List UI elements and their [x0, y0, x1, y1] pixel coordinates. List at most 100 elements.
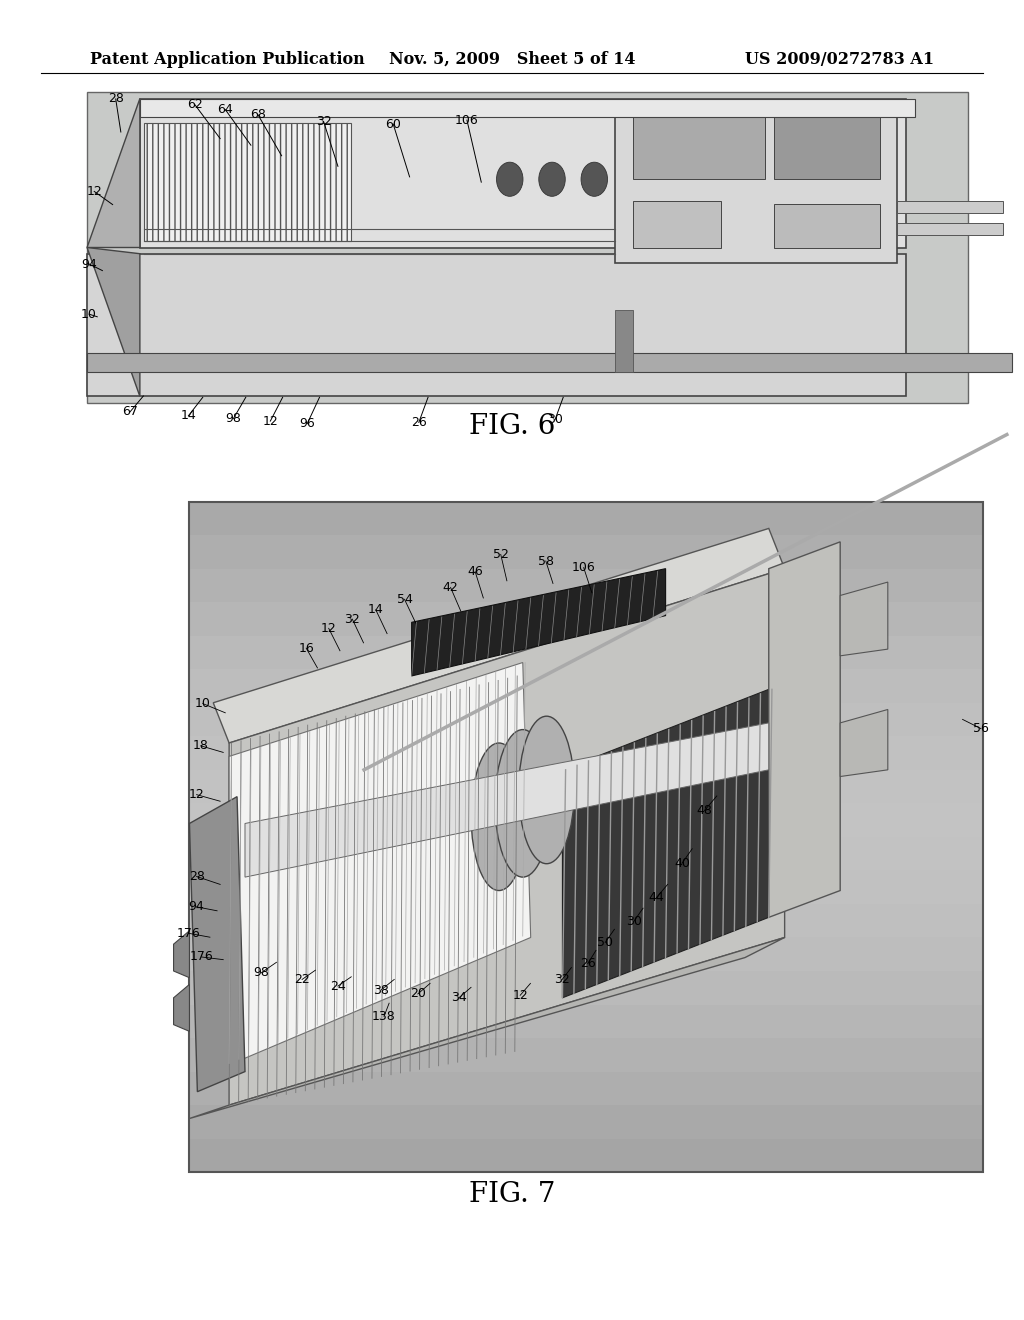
Bar [615, 310, 633, 372]
Text: 38: 38 [373, 983, 389, 997]
Polygon shape [87, 99, 140, 248]
Text: 14: 14 [180, 409, 197, 422]
Bar [189, 535, 983, 569]
Bar [633, 117, 765, 180]
Polygon shape [229, 663, 530, 1065]
Text: 10: 10 [81, 308, 97, 321]
Text: 138: 138 [372, 1010, 396, 1023]
Text: 106: 106 [571, 561, 596, 574]
Bar [189, 737, 983, 770]
Text: 12: 12 [262, 414, 279, 428]
Polygon shape [412, 569, 666, 676]
Bar [140, 99, 914, 117]
Circle shape [497, 162, 523, 197]
Text: 12: 12 [188, 788, 205, 801]
Text: 94: 94 [188, 900, 205, 913]
Polygon shape [840, 582, 888, 656]
Text: 96: 96 [299, 417, 315, 430]
Text: 20: 20 [410, 987, 426, 1001]
Polygon shape [769, 541, 840, 917]
Text: 24: 24 [330, 979, 346, 993]
Bar [189, 1038, 983, 1072]
Text: 28: 28 [108, 92, 124, 106]
Circle shape [624, 162, 650, 197]
Text: FIG. 7: FIG. 7 [469, 1181, 555, 1208]
Text: 18: 18 [193, 739, 209, 752]
Text: 67: 67 [122, 405, 138, 418]
Bar [189, 837, 983, 870]
Polygon shape [174, 985, 189, 1031]
Text: 52: 52 [493, 548, 509, 561]
Polygon shape [229, 569, 784, 1105]
Polygon shape [213, 528, 784, 743]
Circle shape [539, 162, 565, 197]
Text: 98: 98 [225, 412, 242, 425]
Text: 54: 54 [396, 593, 413, 606]
Bar [774, 111, 880, 180]
Text: 22: 22 [294, 973, 310, 986]
Text: FIG. 6: FIG. 6 [469, 413, 555, 440]
Bar [897, 201, 1002, 214]
Text: 176: 176 [176, 927, 201, 940]
Bar [774, 205, 880, 248]
Text: 30: 30 [547, 413, 563, 426]
Bar [189, 669, 983, 702]
Circle shape [581, 162, 607, 197]
Text: 50: 50 [597, 936, 613, 949]
Bar [189, 1105, 983, 1139]
Bar [897, 223, 1002, 235]
Polygon shape [174, 931, 189, 978]
Bar [87, 253, 906, 396]
Text: 64: 64 [217, 103, 233, 116]
Bar [189, 702, 983, 737]
Polygon shape [840, 709, 888, 776]
Text: 56: 56 [973, 722, 989, 735]
Text: 58: 58 [538, 554, 554, 568]
Text: 32: 32 [315, 115, 332, 128]
Bar [189, 1005, 983, 1038]
Text: 176: 176 [189, 950, 214, 964]
Bar [87, 352, 1012, 372]
Ellipse shape [495, 730, 551, 876]
Bar [144, 124, 351, 242]
Bar [189, 602, 983, 636]
Text: 32: 32 [344, 612, 360, 626]
Text: 48: 48 [696, 804, 713, 817]
Text: 28: 28 [188, 870, 205, 883]
Bar [87, 92, 968, 403]
Polygon shape [87, 248, 140, 396]
Ellipse shape [471, 743, 526, 891]
Text: 42: 42 [442, 581, 459, 594]
Polygon shape [245, 723, 769, 876]
Bar [189, 972, 983, 1005]
Text: Nov. 5, 2009   Sheet 5 of 14: Nov. 5, 2009 Sheet 5 of 14 [389, 51, 635, 67]
Bar [189, 1072, 983, 1105]
Bar [189, 904, 983, 937]
Text: 40: 40 [674, 857, 690, 870]
Text: 16: 16 [298, 642, 314, 655]
Text: Patent Application Publication: Patent Application Publication [90, 51, 365, 67]
Bar [189, 804, 983, 837]
Text: 94: 94 [81, 257, 97, 271]
Text: 46: 46 [467, 565, 483, 578]
Text: 34: 34 [451, 991, 467, 1005]
Text: 14: 14 [368, 603, 384, 616]
Bar [140, 99, 906, 248]
Bar [189, 502, 983, 1172]
Text: 12: 12 [321, 622, 337, 635]
Text: 26: 26 [580, 957, 596, 970]
Bar [189, 870, 983, 904]
Polygon shape [562, 689, 769, 998]
Text: US 2009/0272783 A1: US 2009/0272783 A1 [744, 51, 934, 67]
Text: 62: 62 [186, 98, 203, 111]
Text: 26: 26 [411, 416, 427, 429]
Bar [189, 770, 983, 804]
Bar [189, 937, 983, 972]
Text: 10: 10 [195, 697, 211, 710]
Text: 44: 44 [648, 891, 665, 904]
Text: 68: 68 [250, 108, 266, 121]
Text: 12: 12 [86, 185, 102, 198]
Ellipse shape [519, 717, 574, 863]
Bar [189, 1139, 983, 1172]
Bar [189, 502, 983, 535]
